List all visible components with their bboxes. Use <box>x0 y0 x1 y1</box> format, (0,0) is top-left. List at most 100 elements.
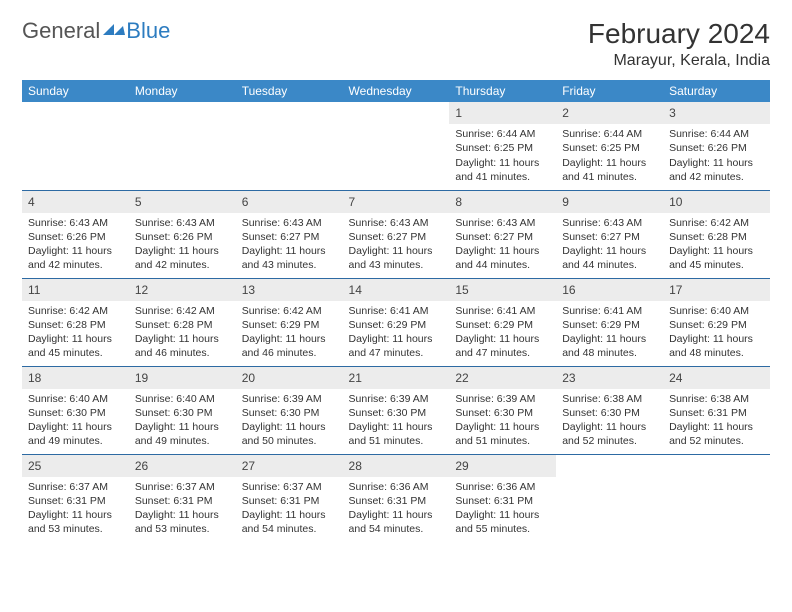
calendar-cell: 18Sunrise: 6:40 AMSunset: 6:30 PMDayligh… <box>22 366 129 454</box>
calendar-cell: 20Sunrise: 6:39 AMSunset: 6:30 PMDayligh… <box>236 366 343 454</box>
day-header: Sunday <box>22 80 129 102</box>
calendar-cell: 17Sunrise: 6:40 AMSunset: 6:29 PMDayligh… <box>663 278 770 366</box>
day-body: Sunrise: 6:42 AMSunset: 6:28 PMDaylight:… <box>22 301 129 366</box>
logo-text-1: General <box>22 18 100 44</box>
calendar-cell: 26Sunrise: 6:37 AMSunset: 6:31 PMDayligh… <box>129 454 236 542</box>
day-number: 6 <box>236 191 343 213</box>
calendar-cell <box>556 454 663 542</box>
day-number: 28 <box>343 455 450 477</box>
day-body: Sunrise: 6:43 AMSunset: 6:26 PMDaylight:… <box>22 213 129 278</box>
day-number: 23 <box>556 367 663 389</box>
calendar-cell: 10Sunrise: 6:42 AMSunset: 6:28 PMDayligh… <box>663 190 770 278</box>
calendar-cell: 8Sunrise: 6:43 AMSunset: 6:27 PMDaylight… <box>449 190 556 278</box>
calendar-cell: 29Sunrise: 6:36 AMSunset: 6:31 PMDayligh… <box>449 454 556 542</box>
calendar-body: 1Sunrise: 6:44 AMSunset: 6:25 PMDaylight… <box>22 102 770 542</box>
logo-icon <box>103 18 125 44</box>
calendar-row: 18Sunrise: 6:40 AMSunset: 6:30 PMDayligh… <box>22 366 770 454</box>
day-body: Sunrise: 6:42 AMSunset: 6:28 PMDaylight:… <box>129 301 236 366</box>
day-body: Sunrise: 6:42 AMSunset: 6:28 PMDaylight:… <box>663 213 770 278</box>
day-number: 4 <box>22 191 129 213</box>
calendar-cell: 16Sunrise: 6:41 AMSunset: 6:29 PMDayligh… <box>556 278 663 366</box>
day-header: Wednesday <box>343 80 450 102</box>
calendar-cell: 24Sunrise: 6:38 AMSunset: 6:31 PMDayligh… <box>663 366 770 454</box>
day-number: 14 <box>343 279 450 301</box>
day-body: Sunrise: 6:37 AMSunset: 6:31 PMDaylight:… <box>236 477 343 542</box>
day-body: Sunrise: 6:37 AMSunset: 6:31 PMDaylight:… <box>129 477 236 542</box>
calendar-cell: 9Sunrise: 6:43 AMSunset: 6:27 PMDaylight… <box>556 190 663 278</box>
title-block: February 2024 Marayur, Kerala, India <box>588 18 770 70</box>
day-number: 25 <box>22 455 129 477</box>
logo: General Blue <box>22 18 170 44</box>
day-number: 29 <box>449 455 556 477</box>
day-number: 5 <box>129 191 236 213</box>
day-number: 22 <box>449 367 556 389</box>
month-title: February 2024 <box>588 18 770 50</box>
day-number: 18 <box>22 367 129 389</box>
day-body: Sunrise: 6:36 AMSunset: 6:31 PMDaylight:… <box>343 477 450 542</box>
calendar-cell <box>129 102 236 190</box>
day-header: Saturday <box>663 80 770 102</box>
location: Marayur, Kerala, India <box>588 52 770 70</box>
day-body: Sunrise: 6:36 AMSunset: 6:31 PMDaylight:… <box>449 477 556 542</box>
day-body: Sunrise: 6:37 AMSunset: 6:31 PMDaylight:… <box>22 477 129 542</box>
calendar-cell <box>22 102 129 190</box>
calendar-cell: 3Sunrise: 6:44 AMSunset: 6:26 PMDaylight… <box>663 102 770 190</box>
calendar-cell: 7Sunrise: 6:43 AMSunset: 6:27 PMDaylight… <box>343 190 450 278</box>
calendar-cell: 13Sunrise: 6:42 AMSunset: 6:29 PMDayligh… <box>236 278 343 366</box>
day-body: Sunrise: 6:44 AMSunset: 6:25 PMDaylight:… <box>449 124 556 189</box>
calendar-cell: 1Sunrise: 6:44 AMSunset: 6:25 PMDaylight… <box>449 102 556 190</box>
day-number: 27 <box>236 455 343 477</box>
day-header: Monday <box>129 80 236 102</box>
calendar-cell: 22Sunrise: 6:39 AMSunset: 6:30 PMDayligh… <box>449 366 556 454</box>
day-body: Sunrise: 6:40 AMSunset: 6:29 PMDaylight:… <box>663 301 770 366</box>
day-body: Sunrise: 6:39 AMSunset: 6:30 PMDaylight:… <box>343 389 450 454</box>
calendar-cell: 6Sunrise: 6:43 AMSunset: 6:27 PMDaylight… <box>236 190 343 278</box>
day-number: 16 <box>556 279 663 301</box>
day-number: 24 <box>663 367 770 389</box>
calendar-cell: 12Sunrise: 6:42 AMSunset: 6:28 PMDayligh… <box>129 278 236 366</box>
day-body: Sunrise: 6:43 AMSunset: 6:27 PMDaylight:… <box>236 213 343 278</box>
calendar-table: SundayMondayTuesdayWednesdayThursdayFrid… <box>22 80 770 542</box>
day-body: Sunrise: 6:39 AMSunset: 6:30 PMDaylight:… <box>449 389 556 454</box>
day-number: 9 <box>556 191 663 213</box>
day-body: Sunrise: 6:41 AMSunset: 6:29 PMDaylight:… <box>343 301 450 366</box>
day-body: Sunrise: 6:44 AMSunset: 6:26 PMDaylight:… <box>663 124 770 189</box>
day-body: Sunrise: 6:41 AMSunset: 6:29 PMDaylight:… <box>556 301 663 366</box>
day-number: 8 <box>449 191 556 213</box>
day-number: 15 <box>449 279 556 301</box>
calendar-cell: 4Sunrise: 6:43 AMSunset: 6:26 PMDaylight… <box>22 190 129 278</box>
day-body: Sunrise: 6:41 AMSunset: 6:29 PMDaylight:… <box>449 301 556 366</box>
calendar-cell: 21Sunrise: 6:39 AMSunset: 6:30 PMDayligh… <box>343 366 450 454</box>
day-number: 19 <box>129 367 236 389</box>
day-header: Friday <box>556 80 663 102</box>
day-body: Sunrise: 6:38 AMSunset: 6:31 PMDaylight:… <box>663 389 770 454</box>
calendar-cell: 2Sunrise: 6:44 AMSunset: 6:25 PMDaylight… <box>556 102 663 190</box>
calendar-cell: 15Sunrise: 6:41 AMSunset: 6:29 PMDayligh… <box>449 278 556 366</box>
logo-text-2: Blue <box>126 18 170 44</box>
day-number: 12 <box>129 279 236 301</box>
day-body: Sunrise: 6:39 AMSunset: 6:30 PMDaylight:… <box>236 389 343 454</box>
day-number: 11 <box>22 279 129 301</box>
day-number: 13 <box>236 279 343 301</box>
day-number: 21 <box>343 367 450 389</box>
day-body: Sunrise: 6:44 AMSunset: 6:25 PMDaylight:… <box>556 124 663 189</box>
day-number: 20 <box>236 367 343 389</box>
day-body: Sunrise: 6:43 AMSunset: 6:26 PMDaylight:… <box>129 213 236 278</box>
calendar-row: 11Sunrise: 6:42 AMSunset: 6:28 PMDayligh… <box>22 278 770 366</box>
calendar-cell: 11Sunrise: 6:42 AMSunset: 6:28 PMDayligh… <box>22 278 129 366</box>
day-body: Sunrise: 6:43 AMSunset: 6:27 PMDaylight:… <box>556 213 663 278</box>
calendar-cell <box>663 454 770 542</box>
calendar-cell <box>236 102 343 190</box>
page-header: General Blue February 2024 Marayur, Kera… <box>22 18 770 70</box>
day-body: Sunrise: 6:40 AMSunset: 6:30 PMDaylight:… <box>129 389 236 454</box>
calendar-cell: 25Sunrise: 6:37 AMSunset: 6:31 PMDayligh… <box>22 454 129 542</box>
day-header-row: SundayMondayTuesdayWednesdayThursdayFrid… <box>22 80 770 102</box>
day-body: Sunrise: 6:43 AMSunset: 6:27 PMDaylight:… <box>343 213 450 278</box>
day-number: 2 <box>556 102 663 124</box>
calendar-cell: 19Sunrise: 6:40 AMSunset: 6:30 PMDayligh… <box>129 366 236 454</box>
day-number: 26 <box>129 455 236 477</box>
day-body: Sunrise: 6:40 AMSunset: 6:30 PMDaylight:… <box>22 389 129 454</box>
day-body: Sunrise: 6:42 AMSunset: 6:29 PMDaylight:… <box>236 301 343 366</box>
day-body: Sunrise: 6:43 AMSunset: 6:27 PMDaylight:… <box>449 213 556 278</box>
calendar-row: 25Sunrise: 6:37 AMSunset: 6:31 PMDayligh… <box>22 454 770 542</box>
